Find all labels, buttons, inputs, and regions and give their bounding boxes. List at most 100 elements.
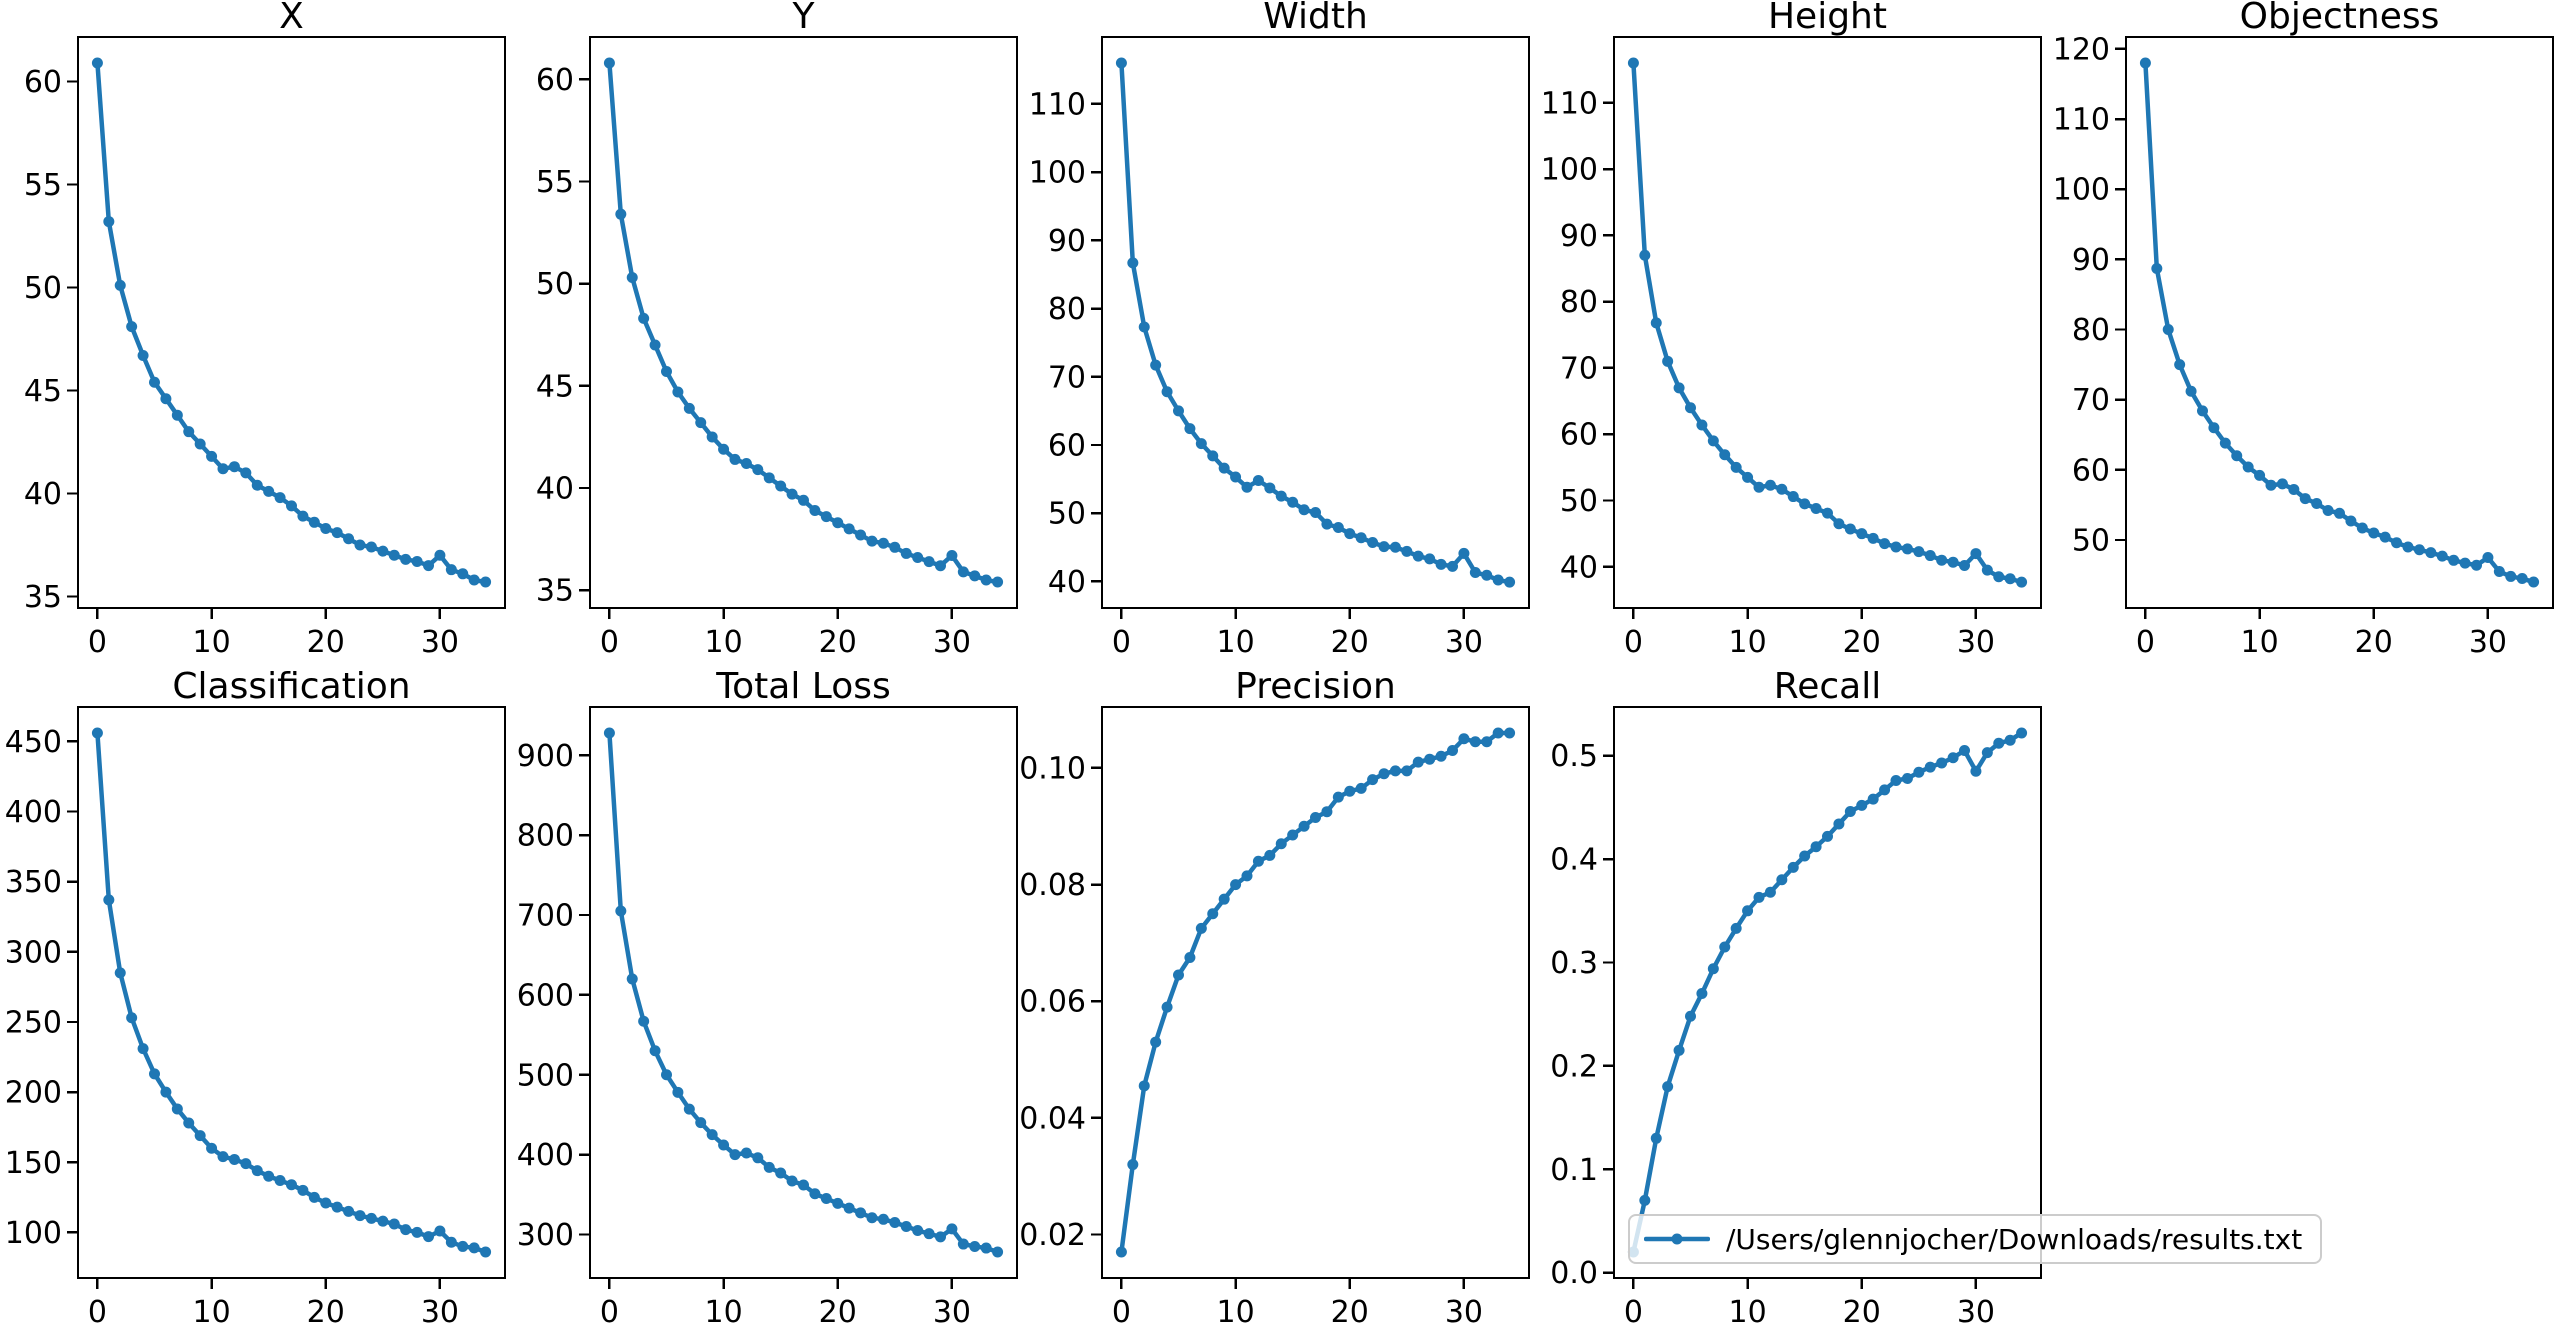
data-point-marker <box>1447 560 1459 572</box>
data-point-marker <box>1401 545 1413 557</box>
data-point-marker <box>388 549 400 561</box>
data-point-marker <box>763 472 775 484</box>
data-point-marker <box>1890 541 1902 553</box>
data-point-marker <box>1764 886 1776 898</box>
data-point-marker <box>877 537 889 549</box>
axes-frame <box>588 705 1019 1280</box>
data-point-marker <box>1650 317 1662 329</box>
data-point-marker <box>1924 550 1936 562</box>
data-point-marker <box>1776 874 1788 886</box>
data-point-marker <box>1650 1132 1662 1144</box>
data-point-marker <box>1435 750 1447 762</box>
data-point-marker <box>2265 479 2277 491</box>
subplot-title: Y <box>792 0 816 37</box>
subplot-title: Classification <box>172 666 410 707</box>
data-point-marker <box>1787 491 1799 503</box>
data-point-marker <box>308 1191 320 1203</box>
data-point-marker <box>137 1043 149 1055</box>
data-point-marker <box>388 1218 400 1230</box>
x-tick-label: 10 <box>2240 625 2278 660</box>
data-point-marker <box>1833 818 1845 830</box>
data-point-marker <box>1753 891 1765 903</box>
data-point-marker <box>1742 471 1754 483</box>
data-point-marker <box>1389 541 1401 553</box>
y-tick-label: 0.02 <box>1019 1218 1086 1253</box>
data-point-marker <box>638 1015 650 1027</box>
x-tick-label: 20 <box>307 625 345 660</box>
data-point-marker <box>672 1086 684 1098</box>
data-point-marker <box>126 321 138 333</box>
x-tick-label: 20 <box>307 1295 345 1325</box>
data-point-marker <box>2448 554 2460 566</box>
data-point-marker <box>2471 559 2483 571</box>
data-point-marker <box>1822 830 1833 842</box>
data-point-marker <box>1913 546 1925 558</box>
data-point-marker <box>1310 507 1321 519</box>
data-point-marker <box>1947 752 1959 764</box>
x-tick-label: 0 <box>88 1295 107 1325</box>
series-line <box>95 730 488 1255</box>
y-tick-label: 50 <box>1560 484 1598 519</box>
data-point-marker <box>649 339 661 351</box>
y-tick-label: 50 <box>2072 523 2110 558</box>
y-tick-label: 110 <box>1029 87 1086 122</box>
data-point-marker <box>1355 532 1367 544</box>
data-point-marker <box>2174 359 2186 371</box>
data-point-marker <box>171 409 183 421</box>
data-point-marker <box>1696 988 1708 1000</box>
data-point-marker <box>228 1153 240 1165</box>
data-point-marker <box>695 1117 707 1129</box>
data-point-marker <box>1401 765 1413 777</box>
data-point-marker <box>148 376 160 388</box>
data-point-marker <box>923 1228 935 1240</box>
data-point-marker <box>603 57 615 69</box>
data-point-marker <box>2196 405 2208 417</box>
data-point-marker <box>2151 262 2163 274</box>
subplot-title: Objectness <box>2240 0 2440 37</box>
data-point-marker <box>740 1147 752 1159</box>
data-point-marker <box>718 443 730 455</box>
data-point-marker <box>1161 1001 1173 1013</box>
data-point-marker <box>1321 806 1333 818</box>
data-point-marker <box>843 523 855 535</box>
x-tick-label: 30 <box>1445 1295 1483 1325</box>
y-tick-label: 300 <box>5 935 62 970</box>
y-tick-label: 300 <box>517 1218 574 1253</box>
axes-frame <box>588 35 1019 610</box>
data-point-marker <box>1981 564 1993 576</box>
series-line <box>607 730 1000 1255</box>
data-point-marker <box>103 894 115 906</box>
data-point-marker <box>1184 952 1196 964</box>
data-point-marker <box>1481 569 1493 581</box>
data-point-marker <box>1492 727 1504 739</box>
data-point-marker <box>274 492 286 504</box>
data-point-marker <box>1367 774 1379 786</box>
data-point-marker <box>775 480 787 492</box>
data-point-marker <box>1184 423 1196 435</box>
data-point-marker <box>1138 321 1150 333</box>
data-point-marker <box>1378 541 1390 553</box>
y-tick-label: 80 <box>1560 285 1598 320</box>
data-point-marker <box>832 517 844 529</box>
data-point-marker <box>2208 422 2220 434</box>
data-point-marker <box>1730 461 1742 473</box>
data-point-marker <box>171 1103 183 1115</box>
data-point-marker <box>1993 571 2005 583</box>
data-point-marker <box>1810 502 1822 514</box>
data-point-marker <box>980 1242 992 1254</box>
data-point-marker <box>126 1012 138 1024</box>
y-tick-label: 90 <box>2072 243 2110 278</box>
data-point-marker <box>1810 841 1822 853</box>
data-point-marker <box>672 386 684 398</box>
data-point-marker <box>1504 727 1516 739</box>
data-point-marker <box>160 1086 172 1098</box>
data-point-marker <box>1207 450 1219 462</box>
data-point-marker <box>683 1103 695 1115</box>
data-point-marker <box>820 511 832 523</box>
data-point-marker <box>615 208 627 220</box>
data-point-marker <box>91 727 103 739</box>
data-point-marker <box>1742 905 1754 917</box>
data-point-marker <box>286 500 297 512</box>
subplot-y: 35 40 45 50 55 60 0 10 20 30 Y <box>536 0 1019 660</box>
